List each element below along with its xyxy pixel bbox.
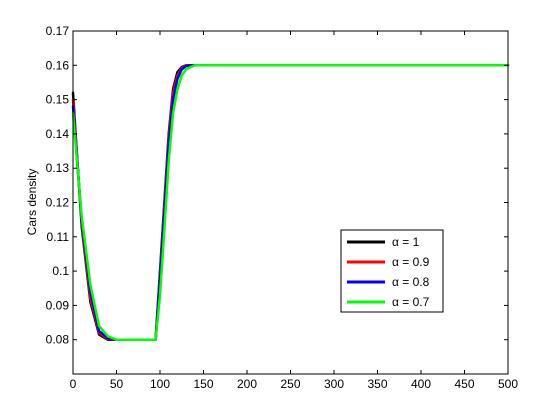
x-tick-label: 0 (70, 377, 77, 391)
x-tick-label: 50 (110, 377, 124, 391)
legend: α = 1 α = 0.9 α = 0.8 α = 0.7 (340, 229, 444, 313)
y-tick-label: 0.1 (52, 264, 69, 278)
x-tick-label: 200 (237, 377, 257, 391)
x-tick-label: 300 (324, 377, 344, 391)
y-axis-label: Cars density (25, 169, 39, 236)
y-tick-label: 0.16 (46, 58, 70, 72)
y-tick-label: 0.12 (46, 196, 70, 210)
legend-label-1: α = 1 (392, 235, 420, 249)
y-tick-label: 0.11 (47, 230, 70, 244)
legend-box (340, 229, 444, 313)
legend-label-3: α = 0.8 (392, 275, 430, 289)
legend-label-2: α = 0.9 (392, 255, 430, 269)
series-line-4 (71, 64, 510, 341)
y-tick-label: 0.15 (46, 93, 70, 107)
x-tick-label: 250 (280, 377, 300, 391)
y-tick-label: 0.13 (46, 161, 70, 175)
y-tick-label: 0.09 (46, 298, 70, 312)
y-tick-label: 0.17 (46, 24, 70, 38)
plot-frame (72, 30, 509, 375)
x-tick-label: 500 (498, 377, 518, 391)
ticks-layer: 0 50 100 150 200 250 300 350 400 450 500 0.08 0.09 0.… (46, 24, 519, 391)
x-tick-label: 150 (193, 377, 213, 391)
legend-items: α = 1 α = 0.9 α = 0.8 α = 0.7 (347, 235, 430, 309)
series-layer (71, 64, 510, 341)
legend-label-4: α = 0.7 (392, 295, 430, 309)
y-tick-label: 0.08 (46, 333, 70, 347)
y-tick-label: 0.14 (46, 127, 70, 141)
x-tick-label: 100 (150, 377, 170, 391)
x-tick-label: 400 (411, 377, 431, 391)
x-tick-label: 450 (454, 377, 474, 391)
x-tick-label: 350 (367, 377, 387, 391)
